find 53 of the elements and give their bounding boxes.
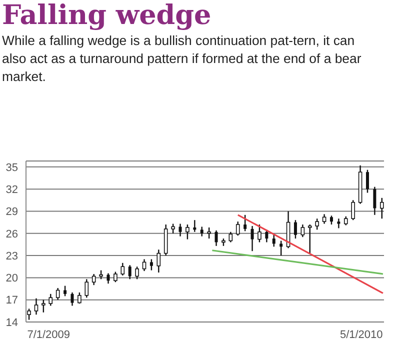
candlestick — [244, 214, 247, 232]
candlestick — [207, 226, 211, 240]
candlestick — [156, 249, 161, 274]
candlestick — [380, 197, 384, 220]
y-tick-label: 35 — [6, 162, 18, 174]
candlestick — [92, 273, 96, 286]
y-tick-label: 32 — [6, 184, 18, 196]
candlestick — [128, 264, 132, 280]
candlestick — [300, 224, 305, 238]
candlestick — [373, 186, 376, 216]
x-tick-label: 5/1/2010 — [340, 328, 383, 341]
candlestick — [315, 218, 319, 230]
candlestick — [114, 271, 118, 283]
candlestick — [106, 272, 110, 284]
candlestick — [34, 298, 38, 316]
candlestick — [56, 287, 60, 300]
candlestick — [84, 278, 89, 298]
chart-title: Falling wedge — [1, 0, 212, 31]
candlestick — [258, 224, 262, 243]
candlestick — [351, 200, 355, 221]
candlestick — [78, 292, 82, 304]
candlestick — [48, 293, 53, 306]
candlestick — [150, 258, 153, 271]
candlestick — [200, 226, 204, 237]
candlestick — [70, 292, 74, 306]
candlestick — [135, 266, 139, 280]
x-tick-label: 7/1/2009 — [27, 328, 70, 341]
candlestick — [42, 299, 46, 313]
y-tick-label: 20 — [6, 272, 18, 285]
candlestick — [27, 308, 31, 320]
candlestick — [337, 218, 340, 229]
candlestick — [265, 229, 268, 243]
candlestick — [214, 230, 218, 247]
y-tick-label: 23 — [6, 250, 18, 262]
y-tick-label: 14 — [6, 316, 18, 329]
candlestick — [228, 231, 233, 243]
y-tick-label: 29 — [6, 206, 18, 218]
candlestick — [64, 285, 67, 297]
y-tick-label: 26 — [6, 228, 18, 240]
candlestick — [178, 223, 182, 237]
candlestick — [171, 223, 175, 234]
candlestick — [250, 225, 254, 252]
candlestick — [236, 220, 240, 236]
candlestick — [322, 214, 326, 224]
y-tick-label: 17 — [6, 294, 18, 307]
chart-subtitle: While a falling wedge is a bullish continuation pat-tern, it can also act as a turnaround pattern if formed at the end of a bear market. — [1, 32, 362, 86]
candlestick — [272, 234, 276, 248]
candlestick — [186, 224, 190, 240]
candlestick — [280, 240, 283, 256]
candlestick — [366, 169, 369, 194]
candlestick — [294, 219, 297, 240]
candlestick — [120, 262, 125, 276]
candlestick — [308, 224, 312, 254]
